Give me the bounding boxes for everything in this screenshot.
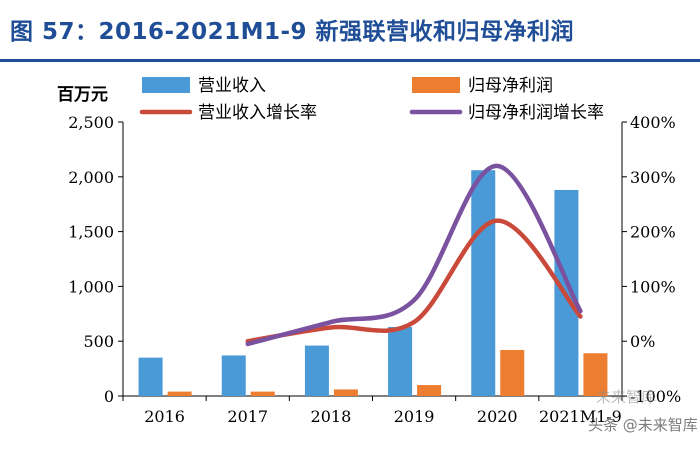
revenue-bar (221, 355, 246, 396)
legend-revenue-growth-label: 营业收入增长率 (198, 103, 317, 123)
right-tick-label: 300% (630, 168, 676, 187)
profit-bar (250, 391, 275, 396)
chart-title: 图 57：2016-2021M1-9 新强联营收和归母净利润 (10, 19, 575, 45)
legend-revenue-swatch (142, 77, 190, 93)
profit-bar (333, 389, 358, 396)
legend-revenue-label: 营业收入 (198, 76, 266, 96)
x-tick-label: 2017 (227, 407, 268, 426)
left-tick-label: 0 (104, 387, 114, 406)
legend-profit-growth-label: 归母净利润增长率 (468, 103, 604, 123)
x-tick-label: 2020 (477, 407, 518, 426)
legend-profit-swatch (412, 77, 460, 93)
profit-bar (417, 385, 442, 396)
profit-bar (500, 349, 525, 396)
right-tick-label: 100% (630, 277, 676, 296)
revenue-bar (304, 345, 329, 396)
revenue-bar (388, 326, 413, 396)
left-tick-label: 500 (83, 332, 114, 351)
x-tick-label: 2018 (311, 407, 352, 426)
y-axis-unit-label: 百万元 (57, 85, 108, 105)
x-tick-label: 2019 (394, 407, 435, 426)
title-underline (0, 59, 700, 62)
profit-bar (167, 391, 192, 396)
left-tick-label: 1,500 (68, 223, 114, 242)
left-tick-label: 2,500 (68, 113, 114, 132)
x-tick-label: 2021M1-9 (539, 407, 622, 426)
right-tick-label: -100% (630, 387, 681, 406)
right-tick-label: 400% (630, 113, 676, 132)
profit-growth-line (245, 163, 583, 347)
title-bar: 图 57：2016-2021M1-9 新强联营收和归母净利润 (0, 0, 700, 62)
profit-bar (583, 353, 608, 396)
left-tick-label: 2,000 (68, 168, 114, 187)
right-tick-label: 200% (630, 223, 676, 242)
revenue-growth-line (245, 218, 583, 344)
platform-mark: 未来智库 (596, 388, 657, 406)
left-tick-label: 1,000 (68, 277, 114, 296)
watermark: 头条 @未来智库 (588, 416, 698, 434)
right-tick-label: 0% (630, 332, 655, 351)
revenue-bar (138, 357, 163, 396)
revenue-bar (471, 170, 496, 396)
x-tick-label: 2016 (144, 407, 185, 426)
legend-profit-label: 归母净利润 (468, 76, 553, 96)
